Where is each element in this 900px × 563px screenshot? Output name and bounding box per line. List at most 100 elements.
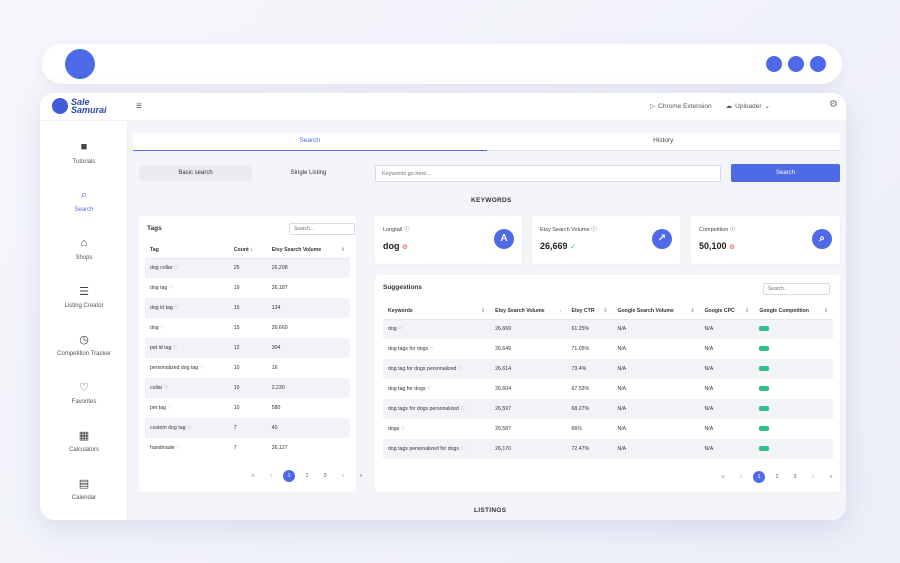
heart-icon[interactable]: ♡ — [186, 425, 192, 431]
google-volume-column-header[interactable]: Google Search Volume ⇕ — [612, 303, 700, 320]
heart-icon[interactable]: ♡ — [167, 405, 172, 411]
keyword-link[interactable]: dog tag for dogs personalized — [388, 366, 457, 372]
pager-prev[interactable]: ‹ — [270, 473, 272, 479]
pager-page-1[interactable]: 1 — [283, 470, 295, 482]
etsy-volume-cell: 26,604 — [495, 386, 511, 392]
keywords-input[interactable] — [375, 165, 721, 182]
heart-icon[interactable]: ♡ — [460, 446, 465, 452]
tag-link[interactable]: dog — [150, 325, 159, 331]
count-column-header[interactable]: Count ↓ — [228, 242, 267, 259]
sidebar-item-calendar[interactable]: ▤ Calendar — [40, 477, 128, 501]
google-cpc-column-header[interactable]: Google CPC ⇕ — [699, 303, 755, 320]
info-icon[interactable]: ⓘ — [729, 227, 736, 233]
sidebar-item-search[interactable]: ⌕ Search — [40, 189, 128, 213]
sort-desc-icon: ↓ — [559, 307, 562, 314]
tag-link[interactable]: collar — [150, 385, 163, 391]
heart-icon[interactable]: ♡ — [460, 406, 465, 412]
suggestions-search-input[interactable] — [763, 283, 830, 295]
count-cell: 12 — [228, 338, 267, 358]
chrome-extension-link[interactable]: ▷ Chrome Extension — [650, 102, 711, 111]
etsy-ctr-cell: 61.25% — [566, 319, 613, 339]
google-competition-column-header[interactable]: Google Competition ⇕ — [754, 303, 833, 320]
search-mode-toggle: Basic search Single Listing — [139, 165, 365, 181]
pager-prev[interactable]: ‹ — [740, 474, 742, 480]
keyword-link[interactable]: dog tags for dogs — [388, 346, 429, 352]
etsy-ctr-column-label: Etsy CTR — [571, 307, 595, 314]
gear-icon[interactable]: ⚙ — [829, 99, 838, 110]
heart-icon[interactable]: ♡ — [175, 445, 181, 451]
brand-logo[interactable]: Sale Samurai — [52, 98, 107, 115]
pager-next[interactable]: › — [812, 474, 814, 480]
sidebar-item-calculators[interactable]: ▦ Calculators — [40, 429, 128, 453]
heart-icon[interactable]: ♡ — [160, 325, 165, 331]
sidebar-item-tutorials[interactable]: ■ Tutorials — [40, 141, 128, 165]
window-dot-icon[interactable] — [766, 56, 782, 72]
keyword-link[interactable]: dogs — [388, 426, 400, 432]
pager-page-3[interactable]: 3 — [323, 473, 327, 479]
pager-next[interactable]: › — [342, 473, 344, 479]
keyword-link[interactable]: dog — [388, 326, 397, 333]
sidebar-item-favorites[interactable]: ♡ Favorites — [40, 381, 128, 405]
heart-icon[interactable]: ♡ — [398, 326, 403, 333]
tag-link[interactable]: pet id tag — [150, 345, 172, 351]
competition-badge — [759, 425, 770, 431]
heart-icon[interactable]: ♡ — [400, 426, 406, 432]
pager-last[interactable]: » — [829, 474, 833, 480]
tag-cell: handmade ♡ — [145, 438, 229, 458]
tab-search[interactable]: Search — [133, 133, 487, 151]
keyword-cell: dog tags for dogs personalized ♡ — [383, 399, 491, 419]
calculator-icon: ▦ — [78, 430, 90, 442]
heart-icon[interactable]: ♡ — [199, 365, 205, 371]
app-header: Sale Samurai ≡ ▷ Chrome Extension ☁ Upload… — [40, 93, 846, 121]
tag-link[interactable]: custom dog tag — [150, 425, 186, 431]
tag-link[interactable]: dog tag — [150, 285, 168, 291]
single-listing-option[interactable]: Single Listing — [290, 170, 327, 176]
warning-icon: ⊘ — [729, 244, 735, 251]
info-icon[interactable]: ⓘ — [403, 227, 410, 233]
keyword-link[interactable]: dog tag for dogs — [388, 386, 426, 392]
window-dot-icon[interactable] — [810, 56, 826, 72]
volume-column-header[interactable]: Etsy Search Volume ⇕ — [266, 242, 350, 259]
heart-icon[interactable]: ♡ — [457, 366, 463, 372]
tag-column-header[interactable]: Tag — [145, 242, 229, 259]
heart-icon[interactable]: ♡ — [174, 305, 179, 311]
tag-link[interactable]: pet tag — [150, 405, 166, 411]
sidebar-item-competition-tracker[interactable]: ◷ Competition Tracker — [40, 333, 128, 357]
window-dot-icon[interactable] — [788, 56, 804, 72]
keyword-link[interactable]: dog tags personalized for dogs — [388, 446, 459, 452]
keywords-column-header[interactable]: Keywords ⇕ — [383, 303, 491, 320]
sidebar-item-label: Calculators — [68, 447, 99, 453]
pager-last[interactable]: » — [359, 473, 363, 479]
tab-history[interactable]: History — [486, 133, 840, 151]
heart-icon[interactable]: ♡ — [163, 385, 169, 391]
heart-icon[interactable]: ♡ — [426, 386, 432, 392]
sidebar-item-listing-creator[interactable]: ☰ Listing Creator — [40, 285, 128, 309]
tag-link[interactable]: dog id tag — [150, 305, 173, 311]
heart-icon[interactable]: ♡ — [173, 265, 179, 272]
tags-search-input[interactable] — [289, 223, 355, 235]
menu-toggle-icon[interactable]: ≡ — [136, 101, 142, 112]
tag-link[interactable]: dog collar — [150, 265, 173, 272]
heart-icon[interactable]: ♡ — [172, 345, 178, 351]
tag-link[interactable]: handmade — [150, 445, 175, 451]
search-button[interactable]: Search — [731, 164, 840, 182]
keyword-link[interactable]: dog tags for dogs personalized — [388, 406, 459, 412]
etsy-volume-column-header[interactable]: Etsy Search Volume ↓ — [490, 303, 567, 320]
uploader-menu[interactable]: ☁ Uploader ⌄ — [726, 102, 770, 111]
pager-page-2[interactable]: 2 — [775, 474, 779, 480]
suggestions-title: Suggestions — [383, 284, 423, 291]
pager-page-2[interactable]: 2 — [305, 473, 309, 479]
pager-page-1[interactable]: 1 — [753, 471, 765, 483]
basic-search-option[interactable]: Basic search — [139, 165, 252, 181]
heart-icon[interactable]: ♡ — [168, 285, 174, 291]
pager-page-3[interactable]: 3 — [793, 474, 797, 480]
info-icon[interactable]: ⓘ — [591, 227, 597, 233]
heart-icon[interactable]: ♡ — [429, 346, 435, 352]
etsy-ctr-column-header[interactable]: Etsy CTR ⇕ — [566, 303, 613, 320]
tag-link[interactable]: personalized dog tag — [150, 365, 199, 371]
pager-first[interactable]: « — [251, 473, 255, 479]
pager-first[interactable]: « — [721, 474, 725, 480]
table-row: dog id tag ♡ 15 134 — [145, 298, 350, 318]
tags-table-body: dog collar ♡ 25 26,208 dog tag ♡ 19 26,187 dog… — [145, 258, 350, 458]
sidebar-item-shops[interactable]: ⌂ Shops — [40, 237, 128, 261]
